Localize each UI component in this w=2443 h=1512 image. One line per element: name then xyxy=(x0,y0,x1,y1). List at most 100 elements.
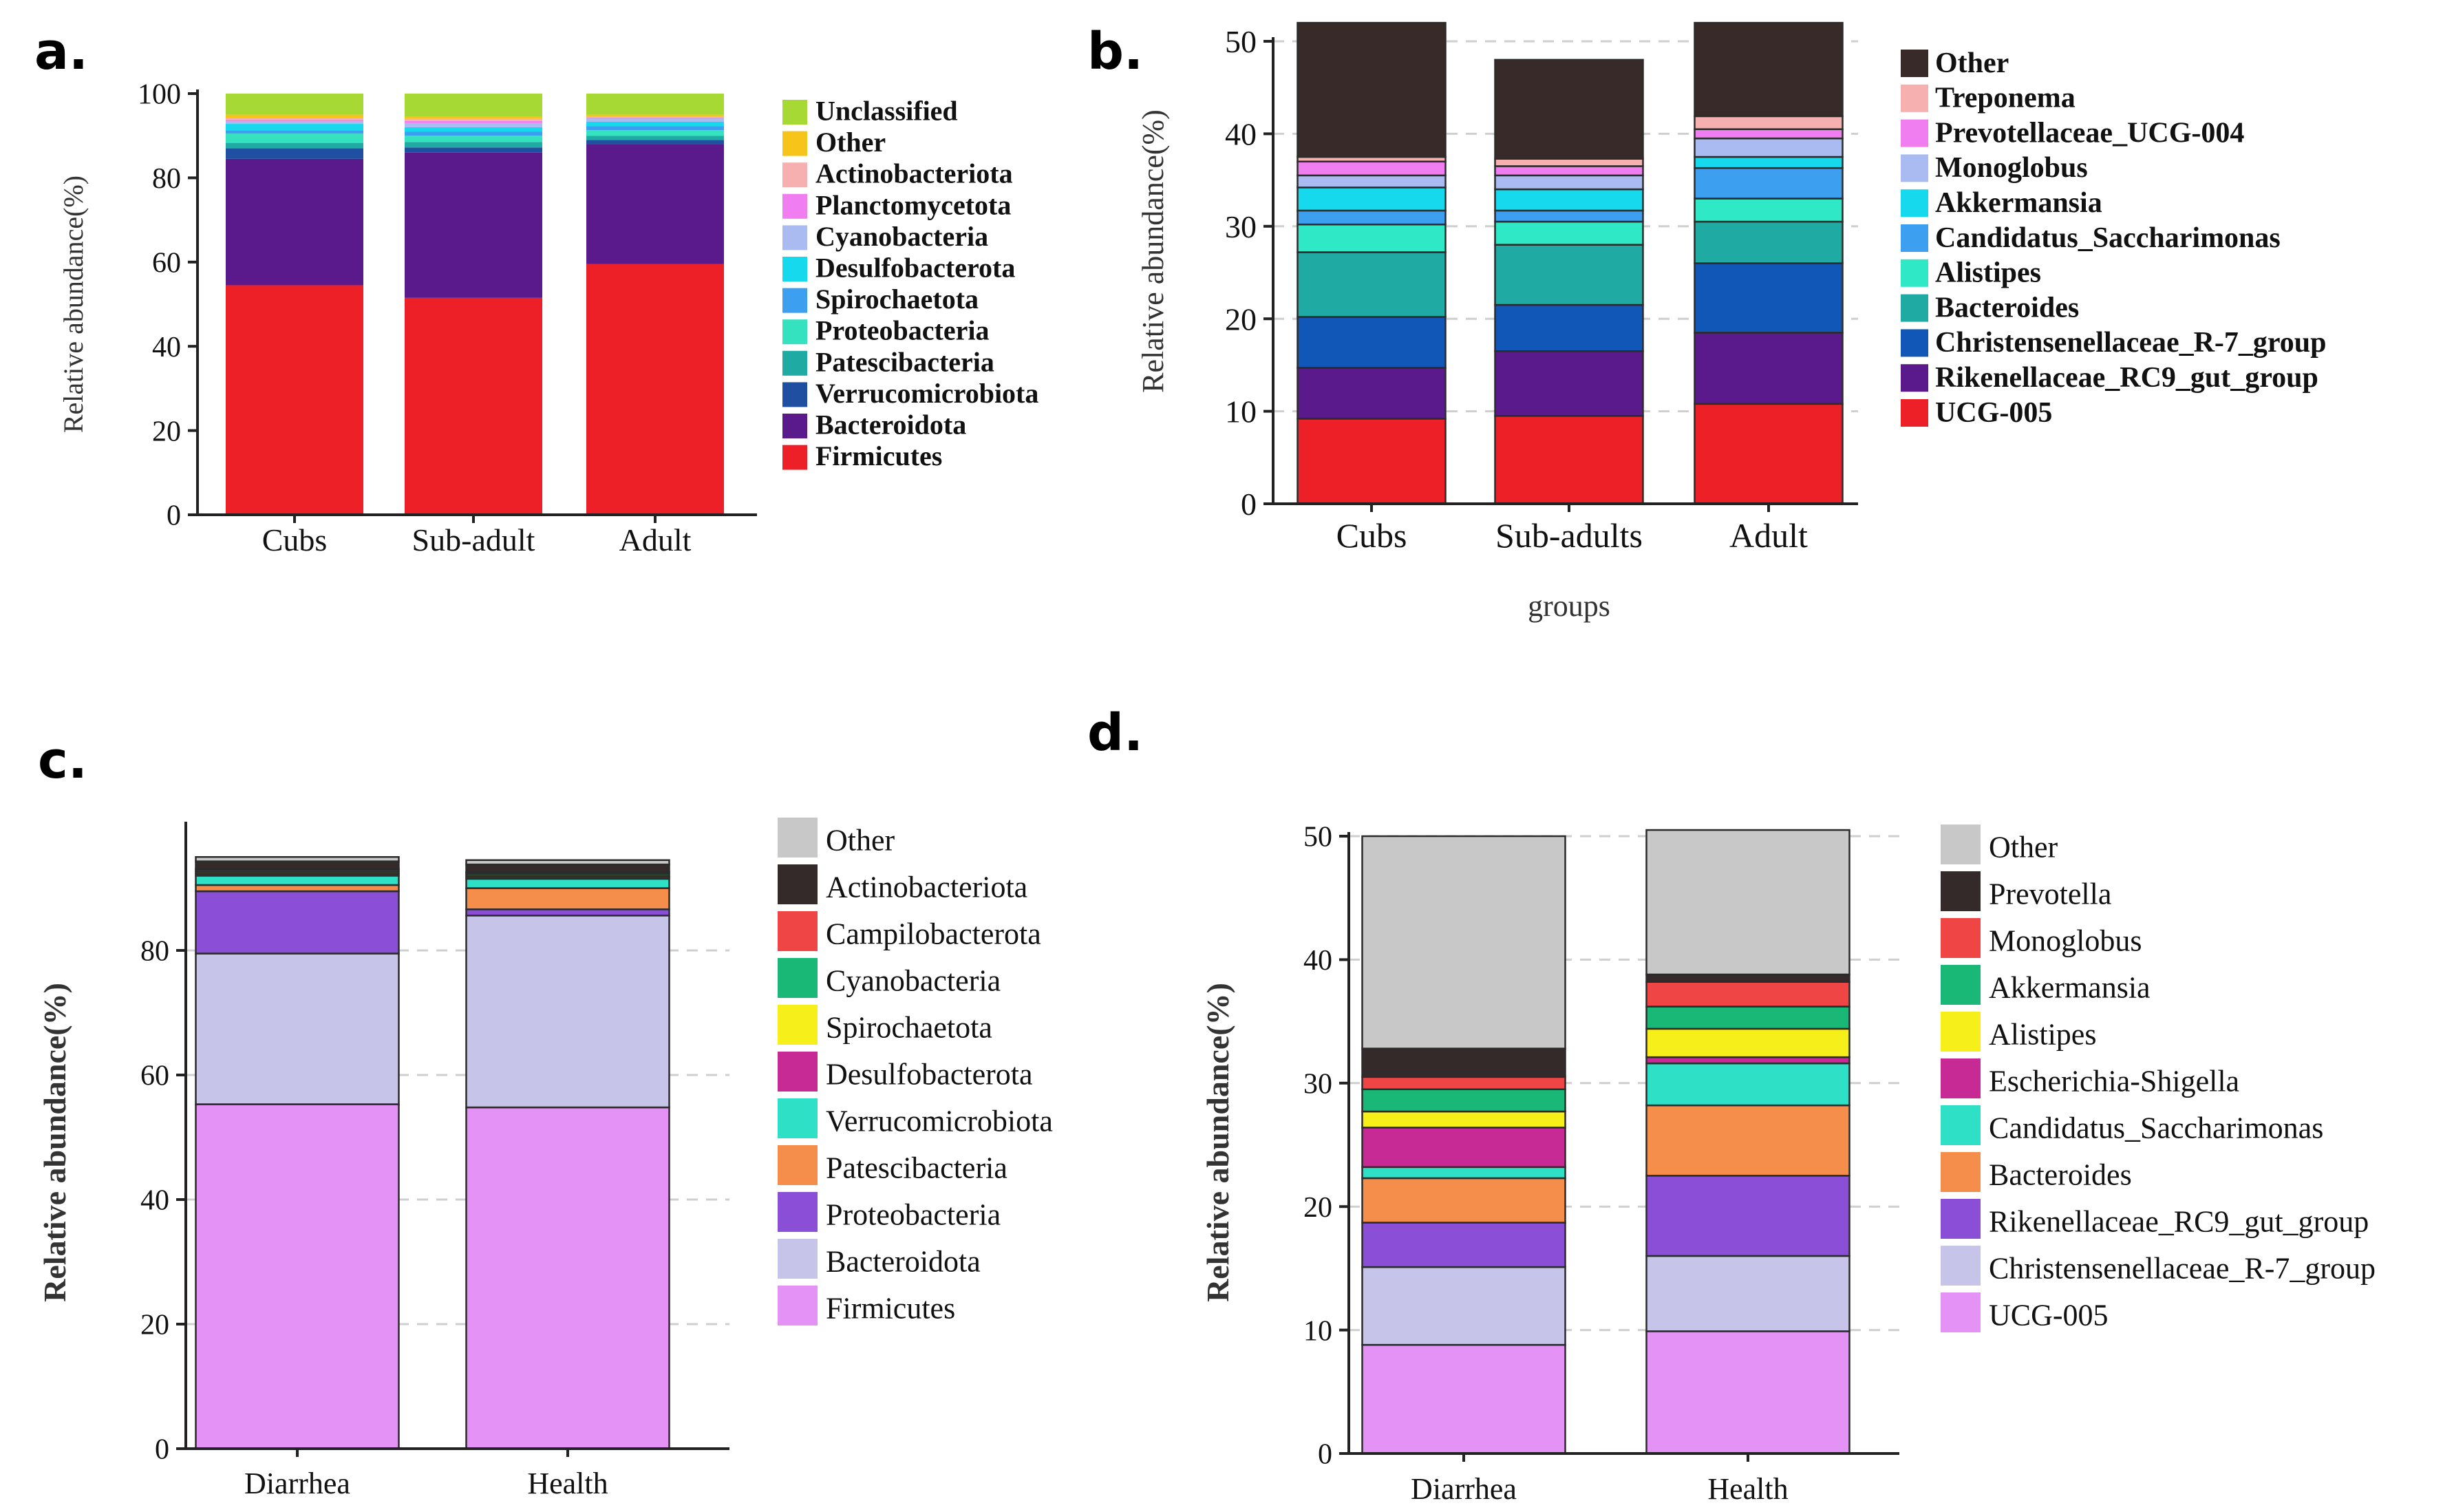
legend-label: Christensenellaceae_R-7_group xyxy=(1989,1252,2376,1286)
bar-segment-akkermansia xyxy=(1645,1005,1850,1030)
legend-label: Bacteroidota xyxy=(815,409,966,440)
bar-segment-prevotella xyxy=(1361,1047,1566,1078)
legend-item: Spirochaetota xyxy=(782,284,979,315)
bar-segment-treponema xyxy=(1694,115,1844,130)
legend-label: Other xyxy=(1935,47,2009,79)
bar-segment-candidatus-saccharimonas xyxy=(1694,167,1844,200)
legend-item: Rikenellaceae_RC9_gut_group xyxy=(1941,1199,2369,1239)
bar-segment-bacteroidota xyxy=(195,952,400,1105)
legend-item: Firmicutes xyxy=(778,1286,955,1325)
bar-segment-bacteroides xyxy=(1361,1177,1566,1224)
legend-label: Campilobacterota xyxy=(826,917,1041,951)
y-tick-label: 20 xyxy=(1303,1192,1332,1224)
bar-health xyxy=(1645,829,1850,1455)
legend-swatch xyxy=(1941,1246,1981,1286)
y-axis-title: Relative abundance(%) xyxy=(1136,109,1170,393)
bar-segment-escherichia-shigella xyxy=(1361,1127,1566,1169)
legend-label: Proteobacteria xyxy=(815,315,989,346)
bar-segment-alistipes xyxy=(1694,198,1844,223)
y-tick-label: 60 xyxy=(140,1061,169,1092)
legend-swatch xyxy=(1901,189,1928,217)
bar-cubs xyxy=(226,94,363,515)
legend-label: Treponema xyxy=(1935,83,2076,114)
legend-item: Other xyxy=(1941,824,2058,864)
legend-label: Desulfobacterota xyxy=(815,253,1015,284)
legend-swatch xyxy=(778,1005,818,1045)
legend-swatch xyxy=(782,193,807,219)
legend-swatch xyxy=(778,1098,818,1138)
bar-segment-spirochaetota xyxy=(405,131,542,136)
legend-item: Monoglobus xyxy=(1941,918,2142,958)
legend-label: Bacteroides xyxy=(1935,292,2079,323)
legend-label: Spirochaetota xyxy=(826,1011,992,1045)
legend-label: Unclassified xyxy=(815,96,958,127)
legend-swatch xyxy=(782,445,807,470)
bar-segment-prevotellaceae-ucg-004 xyxy=(1297,160,1447,177)
bar-segment-actinobacteriota xyxy=(586,116,724,118)
bar-segment-other xyxy=(226,114,363,118)
x-tick-label: Health xyxy=(527,1467,608,1500)
legend-swatch xyxy=(1901,154,1928,182)
legend-label: Other xyxy=(826,824,895,858)
legend-item: Patescibacteria xyxy=(778,1145,1007,1185)
legend-swatch xyxy=(1941,1012,1981,1052)
legend-label: Proteobacteria xyxy=(826,1198,1001,1232)
bar-segment-bacteroidota xyxy=(405,152,542,298)
legend-item: Unclassified xyxy=(782,96,958,127)
legend-label: Cyanobacteria xyxy=(815,221,988,252)
legend-item: Alistipes xyxy=(1941,1012,2096,1052)
legend-swatch xyxy=(778,958,818,998)
bar-segment-firmicutes xyxy=(586,264,724,515)
bar-segment-proteobacteria xyxy=(226,134,363,143)
legend-item: Rikenellaceae_RC9_gut_group xyxy=(1901,362,2318,394)
legend-label: Alistipes xyxy=(1935,257,2041,289)
bar-segment-ucg-005 xyxy=(1297,418,1447,505)
bar-diarrhea xyxy=(195,856,400,1450)
legend-item: Candidatus_Saccharimonas xyxy=(1901,222,2281,254)
bar-cubs xyxy=(1297,21,1447,505)
y-tick-label: 0 xyxy=(155,1434,169,1466)
y-tick-label: 50 xyxy=(1303,822,1332,853)
x-tick-label: Sub-adult xyxy=(412,522,535,557)
legend-label: UCG-005 xyxy=(1989,1299,2109,1332)
legend-item: Other xyxy=(782,127,886,158)
bar-segment-proteobacteria xyxy=(195,890,400,955)
bar-segment-rikenellaceae-rc9-gut-group xyxy=(1494,350,1644,417)
bar-segment-desulfobacterota xyxy=(586,122,724,127)
bar-segment-proteobacteria xyxy=(405,136,542,142)
bar-segment-prevotellaceae-ucg-004 xyxy=(1694,128,1844,140)
legend-item: Verrucomicrobiota xyxy=(778,1098,1053,1138)
y-tick-label: 60 xyxy=(152,248,181,279)
legend-label: Akkermansia xyxy=(1989,971,2151,1005)
bar-segment-patescibacteria xyxy=(405,142,542,148)
bar-segment-cyanobacteria xyxy=(226,121,363,125)
legend-swatch xyxy=(1901,399,1928,427)
legend-label: Escherichia-Shigella xyxy=(1989,1065,2239,1098)
bar-segment-unclassified xyxy=(226,94,363,115)
bar-segment-akkermansia xyxy=(1297,187,1447,212)
legend-label: Bacteroides xyxy=(1989,1158,2132,1192)
legend-item: UCG-005 xyxy=(1941,1292,2109,1332)
y-tick-label: 30 xyxy=(1303,1069,1332,1100)
bar-segment-patescibacteria xyxy=(465,887,670,911)
bar-segment-christensenellaceae-r-7-group xyxy=(1494,304,1644,352)
y-tick-label: 40 xyxy=(1303,945,1332,977)
legend-item: Desulfobacterota xyxy=(778,1052,1033,1092)
y-tick-label: 40 xyxy=(140,1185,169,1217)
bar-segment-spirochaetota xyxy=(586,126,724,131)
bar-segment-rikenellaceae-rc9-gut-group xyxy=(1361,1222,1566,1268)
bar-segment-unclassified xyxy=(405,94,542,117)
bar-segment-other xyxy=(1494,58,1644,160)
bar-segment-desulfobacterota xyxy=(226,124,363,131)
legend-label: UCG-005 xyxy=(1935,397,2052,429)
bar-segment-patescibacteria xyxy=(586,136,724,140)
y-tick-label: 10 xyxy=(1303,1315,1332,1347)
legend-swatch xyxy=(778,818,818,858)
bar-segment-other xyxy=(1645,829,1850,976)
legend-swatch xyxy=(1901,364,1928,392)
bar-adult xyxy=(1694,21,1844,505)
legend-label: Prevotella xyxy=(1989,877,2111,911)
legend-item: Proteobacteria xyxy=(782,315,989,346)
bar-segment-actinobacteriota xyxy=(226,118,363,120)
bar-segment-ucg-005 xyxy=(1494,415,1644,505)
